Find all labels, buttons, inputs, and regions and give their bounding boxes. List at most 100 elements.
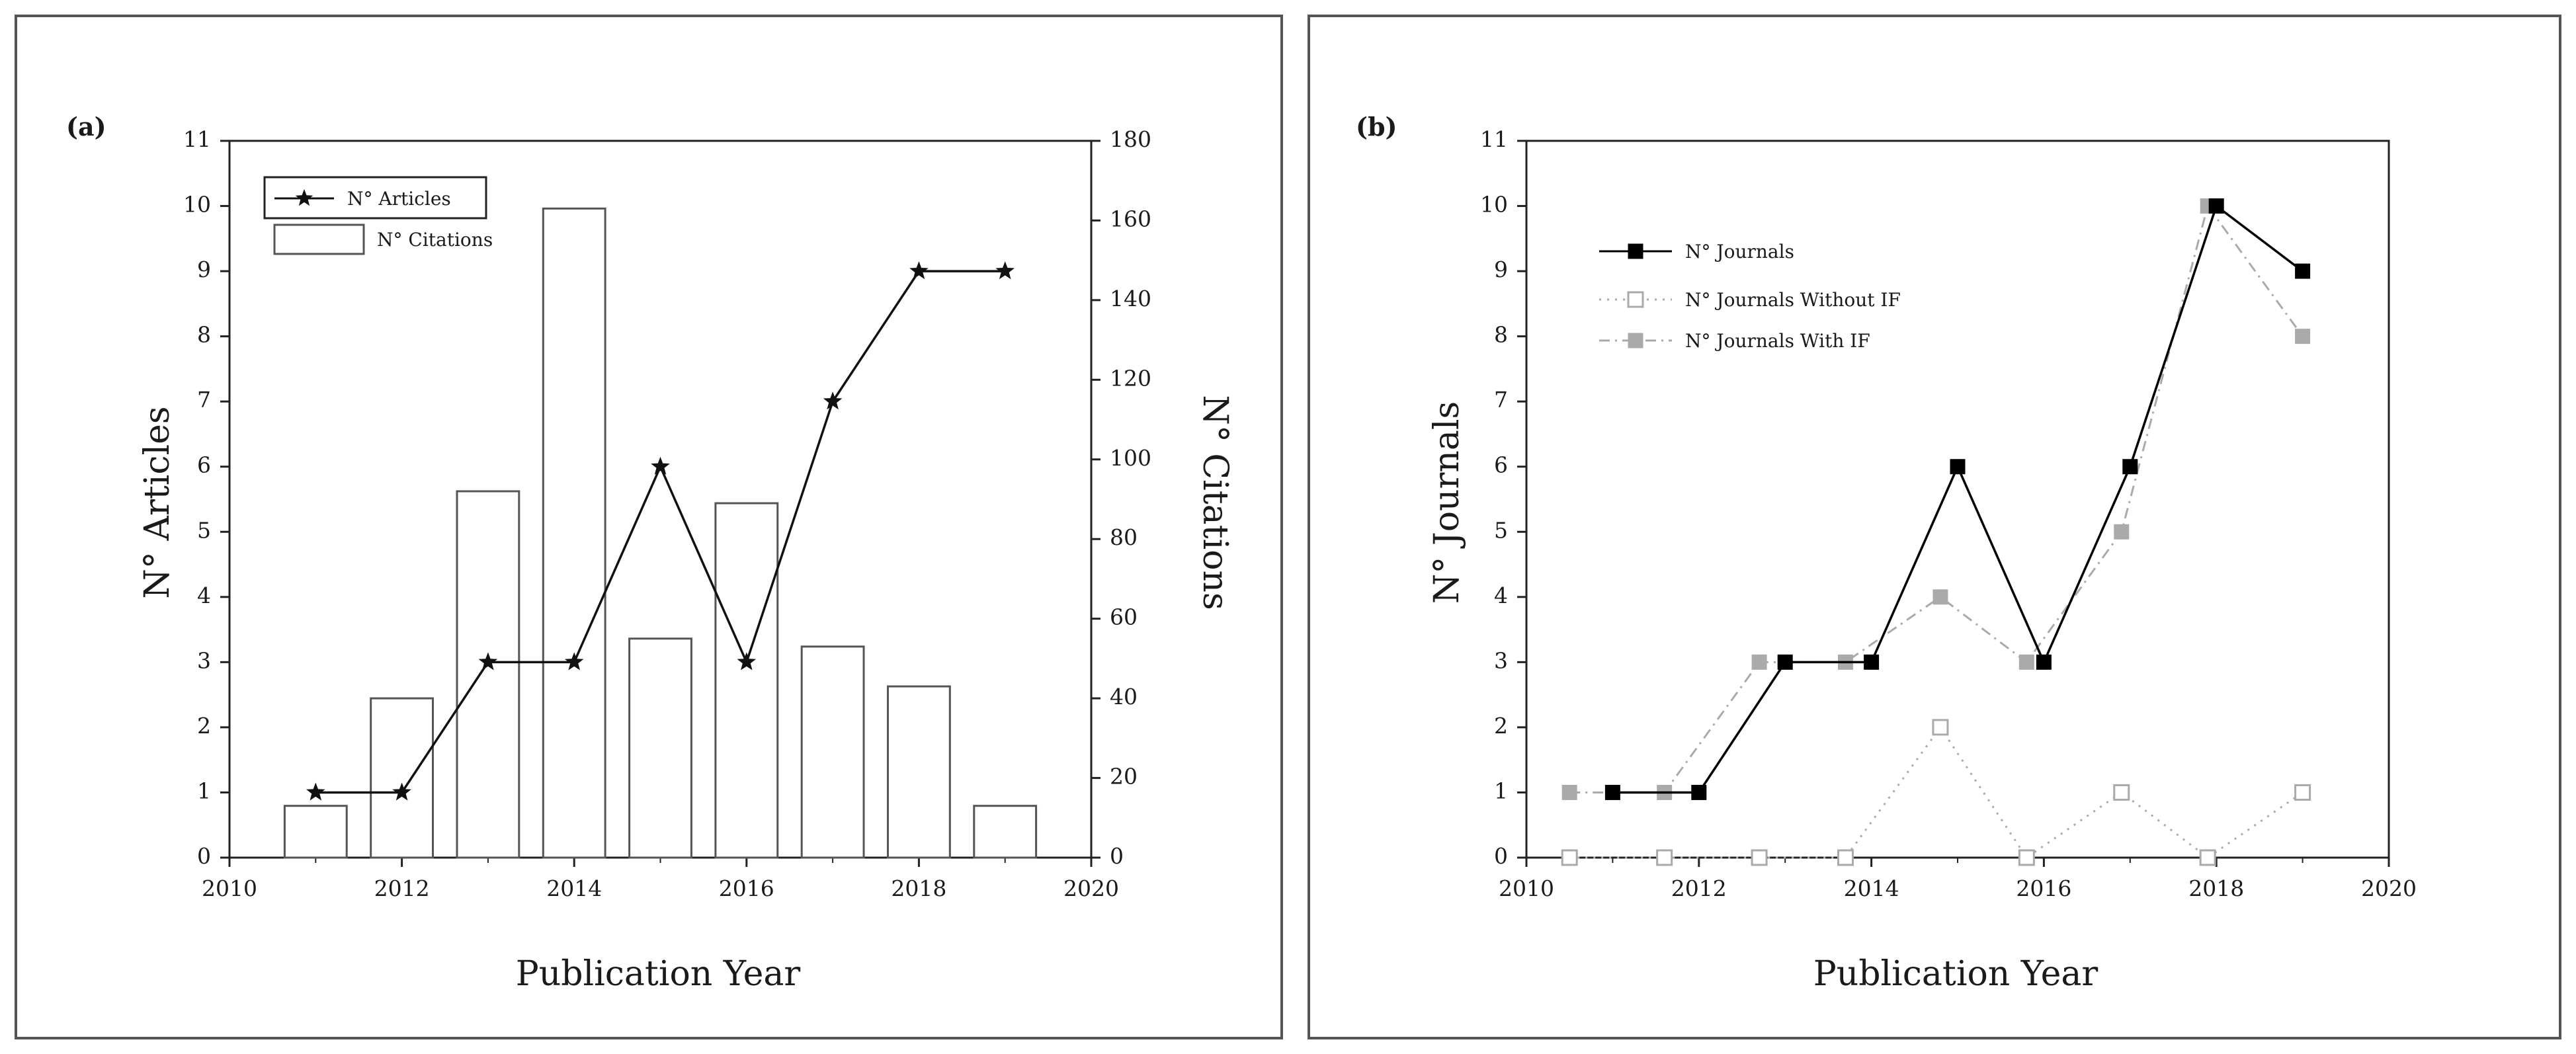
journals-series-0-point bbox=[1691, 784, 1707, 800]
panel-a-label: (a) bbox=[66, 112, 106, 142]
panel-b-x-tick-label: 2018 bbox=[2188, 875, 2244, 901]
panel-a-right-tick-label: 140 bbox=[1110, 286, 1151, 311]
citations-bar bbox=[800, 645, 865, 859]
legend-citations-swatch bbox=[273, 223, 365, 255]
panel-a-x-tick-label: 2010 bbox=[202, 875, 257, 901]
journals-series-0-point bbox=[2036, 654, 2052, 670]
panel-b-y-tick-label: 2 bbox=[1494, 713, 1508, 739]
journals-series-1-point bbox=[1561, 849, 1578, 866]
journals-series-2-point bbox=[2295, 329, 2311, 345]
panel-a-left-tick-label: 5 bbox=[197, 517, 211, 543]
journals-series-0-point bbox=[1950, 459, 1966, 475]
panel-b-y-tick-label: 11 bbox=[1480, 126, 1508, 152]
panel-b-y-tick-label: 1 bbox=[1494, 778, 1508, 803]
articles-point bbox=[737, 652, 757, 670]
legend-series-0-marker bbox=[1628, 243, 1643, 259]
panel-b-x-tick-label: 2012 bbox=[1671, 875, 1727, 901]
panel-b-y-tick-label: 10 bbox=[1480, 192, 1508, 218]
panel-a-x-tick-label: 2016 bbox=[719, 875, 774, 901]
panel-b-x-tick-label: 2010 bbox=[1499, 875, 1554, 901]
articles-point bbox=[392, 782, 411, 801]
panel-a-x-tick-label: 2012 bbox=[374, 875, 430, 901]
journals-series-1-point bbox=[2113, 784, 2130, 801]
journals-series-2-point bbox=[2018, 654, 2034, 670]
panel-b-y-tick-label: 3 bbox=[1494, 647, 1508, 673]
citations-bar bbox=[370, 697, 435, 859]
panel-b-y-tick-label: 9 bbox=[1494, 257, 1508, 282]
panel-b-y-tick-label: 8 bbox=[1494, 322, 1508, 348]
articles-point bbox=[478, 652, 498, 670]
citations-bar bbox=[542, 207, 606, 859]
panel-a-right-tick-label: 160 bbox=[1110, 206, 1151, 231]
panel-a-right-tick-label: 120 bbox=[1110, 365, 1151, 391]
journals-series-0-point bbox=[1777, 654, 1793, 670]
panel-b-label: (b) bbox=[1356, 112, 1397, 142]
articles-point bbox=[995, 261, 1015, 280]
legend-articles-star bbox=[295, 189, 313, 206]
panel-a-left-tick-label: 6 bbox=[197, 452, 211, 478]
citations-bar bbox=[714, 502, 779, 859]
journals-series-1-point bbox=[2199, 849, 2216, 866]
panel-a-right-tick-label: 100 bbox=[1110, 445, 1151, 471]
articles-point bbox=[306, 782, 325, 801]
citations-bar bbox=[283, 805, 348, 859]
journals-series-0-point bbox=[2208, 198, 2224, 214]
legend-series-2-label: N° Journals With IF bbox=[1685, 330, 1870, 352]
citations-bar bbox=[886, 685, 951, 859]
legend-series-0-label: N° Journals bbox=[1685, 241, 1794, 263]
panel-b-x-axis-title: Publication Year bbox=[1813, 954, 2098, 994]
legend-series-1-label: N° Journals Without IF bbox=[1685, 289, 1901, 311]
journals-series-1-point bbox=[2018, 849, 2035, 866]
journals-series-1-point bbox=[1837, 849, 1854, 866]
panel-a-right-tick-label: 0 bbox=[1110, 843, 1124, 869]
journals-series-1-point bbox=[1751, 849, 1768, 866]
panel-a-right-tick-label: 60 bbox=[1110, 604, 1138, 630]
panel-a-left-tick-label: 10 bbox=[183, 192, 211, 218]
panel-a-left-tick-label: 3 bbox=[197, 647, 211, 673]
journals-series-2-line bbox=[1569, 204, 2304, 793]
panel-b-y-tick-label: 5 bbox=[1494, 517, 1508, 543]
panel-a-x-tick-label: 2018 bbox=[891, 875, 946, 901]
journals-series-0-point bbox=[1604, 784, 1620, 800]
panel-a-left-tick-label: 2 bbox=[197, 713, 211, 739]
legend-citations-label: N° Citations bbox=[377, 229, 493, 251]
panel-a-right-tick-label: 20 bbox=[1110, 764, 1138, 790]
journals-series-1-point bbox=[1656, 849, 1673, 866]
journals-series-0-point bbox=[2295, 263, 2311, 279]
articles-point bbox=[823, 391, 843, 410]
panel-a-x-axis-title: Publication Year bbox=[516, 954, 801, 994]
panel-a-left-axis-title: N° Articles bbox=[138, 406, 177, 598]
panel-b-x-tick-label: 2016 bbox=[2016, 875, 2071, 901]
panel-a-left-tick-label: 4 bbox=[197, 583, 211, 608]
panel-a-x-tick-label: 2020 bbox=[1063, 875, 1119, 901]
journals-series-1-point bbox=[2294, 784, 2311, 801]
panel-a-left-tick-label: 1 bbox=[197, 778, 211, 803]
panel-b-x-tick-label: 2014 bbox=[1844, 875, 1899, 901]
panel-b-y-axis-title: N° Journals bbox=[1427, 401, 1467, 604]
journals-series-2-point bbox=[2114, 524, 2130, 540]
panel-a-left-tick-label: 8 bbox=[197, 322, 211, 348]
panel-a-left-tick-label: 11 bbox=[183, 126, 211, 152]
panel-a-right-tick-label: 80 bbox=[1110, 524, 1138, 550]
citations-bar bbox=[973, 805, 1038, 859]
panel-b-x-tick-label: 2020 bbox=[2361, 875, 2417, 901]
panel-b-plot-frame bbox=[1525, 140, 2390, 859]
legend-articles-label: N° Articles bbox=[347, 188, 451, 210]
panel-b-y-tick-label: 0 bbox=[1494, 843, 1508, 869]
citations-bar bbox=[628, 637, 692, 859]
journals-series-2-point bbox=[1932, 589, 1948, 605]
articles-point bbox=[651, 456, 670, 475]
legend-series-1-marker bbox=[1627, 291, 1644, 308]
panel-a-right-tick-label: 180 bbox=[1110, 126, 1151, 152]
panel-a-left-tick-label: 7 bbox=[197, 387, 211, 413]
journals-series-0-point bbox=[1864, 654, 1880, 670]
legend-series-2-marker bbox=[1628, 333, 1643, 348]
panel-a-right-tick-label: 40 bbox=[1110, 684, 1138, 709]
articles-point bbox=[909, 261, 929, 280]
journals-series-2-point bbox=[1751, 654, 1767, 670]
journals-series-2-point bbox=[1561, 784, 1577, 800]
panel-b-y-tick-label: 4 bbox=[1494, 583, 1508, 608]
panel-a-left-tick-label: 0 bbox=[197, 843, 211, 869]
articles-point bbox=[564, 652, 584, 670]
